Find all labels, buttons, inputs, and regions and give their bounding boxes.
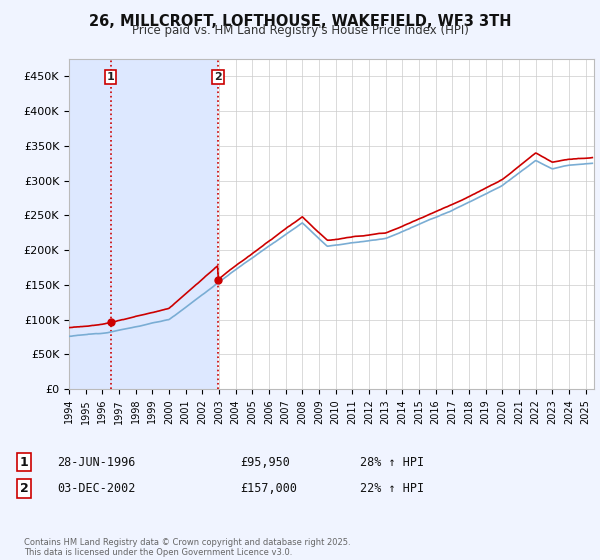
Text: 2: 2 [214,72,221,82]
Text: 03-DEC-2002: 03-DEC-2002 [57,482,136,495]
Text: £157,000: £157,000 [240,482,297,495]
Text: 2: 2 [20,482,28,495]
Text: 1: 1 [107,72,115,82]
Text: 26, MILLCROFT, LOFTHOUSE, WAKEFIELD, WF3 3TH: 26, MILLCROFT, LOFTHOUSE, WAKEFIELD, WF3… [89,14,511,29]
Text: 28% ↑ HPI: 28% ↑ HPI [360,455,424,469]
Bar [110,59,218,389]
Text: £95,950: £95,950 [240,455,290,469]
Text: 1: 1 [20,455,28,469]
Text: Price paid vs. HM Land Registry's House Price Index (HPI): Price paid vs. HM Land Registry's House … [131,24,469,37]
Bar [69,59,110,389]
Text: 22% ↑ HPI: 22% ↑ HPI [360,482,424,495]
Text: Contains HM Land Registry data © Crown copyright and database right 2025.
This d: Contains HM Land Registry data © Crown c… [24,538,350,557]
Text: 28-JUN-1996: 28-JUN-1996 [57,455,136,469]
